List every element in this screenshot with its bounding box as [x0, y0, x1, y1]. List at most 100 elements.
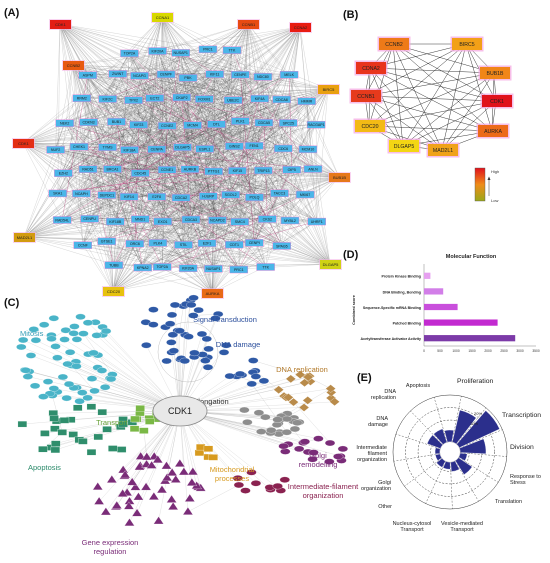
hub-node: CDK1: [49, 19, 72, 30]
edge: [162, 193, 306, 267]
edge: [117, 73, 157, 149]
gene-node-box: [225, 240, 244, 249]
edge: [157, 50, 193, 125]
gene-node-label: CDCA8: [276, 98, 288, 102]
gene-node-label: KIF23: [134, 123, 144, 127]
gene-node: [135, 405, 145, 412]
edge: [289, 74, 307, 101]
gene-node: [68, 431, 78, 438]
gene-node: [166, 468, 178, 476]
category-label: Elongation: [193, 397, 228, 406]
gene-node-box: [244, 142, 264, 150]
edge: [64, 122, 214, 172]
gene-node: KIF4A: [250, 94, 269, 103]
panel-b-legend: High Low: [474, 167, 499, 203]
edge: [213, 170, 317, 222]
edge: [106, 74, 241, 241]
panel-b-label: (B): [343, 9, 359, 21]
edge: [187, 77, 255, 146]
hub-node-box: [320, 260, 341, 269]
gene-node: CDCA2: [171, 193, 191, 202]
gene-node: [182, 506, 194, 515]
gene-node-box: [153, 263, 172, 271]
gene-node-box: [204, 264, 223, 273]
gene-node-box: [197, 239, 217, 247]
gene-node: SGOL2: [221, 191, 240, 199]
gene-node-label: TUBB: [109, 263, 119, 267]
gene-node-label: TOP2A: [124, 52, 136, 56]
edge: [204, 76, 264, 149]
gene-node: RACGAP1: [306, 120, 326, 129]
gene-node-label: DTL: [213, 123, 220, 127]
edge: [180, 52, 208, 243]
hub-node-label: CDNA2: [362, 66, 380, 72]
hub-node-box: [50, 20, 71, 29]
gene-node: PLK4: [148, 239, 168, 247]
edge: [180, 52, 238, 171]
gene-node: [167, 501, 179, 510]
edge: [129, 52, 193, 125]
edge: [368, 125, 493, 132]
hub-node-label: CDK1: [490, 99, 504, 105]
gene-node: [246, 469, 257, 476]
gene-node-box: [108, 70, 127, 78]
edge: [283, 88, 329, 149]
gene-node: [273, 385, 284, 394]
gene-node-box: [205, 70, 224, 78]
gene-node: UHRF1: [307, 217, 326, 226]
edge: [204, 74, 290, 149]
gene-node-label: MKI67: [300, 193, 310, 197]
gene-node: [324, 439, 336, 447]
gene-node: [299, 438, 310, 445]
gene-node: MCM10: [298, 145, 318, 154]
gene-node: [105, 375, 117, 383]
gene-node: [148, 321, 159, 328]
gene-node-label: TTK: [262, 265, 269, 269]
gene-node: [202, 364, 214, 371]
gene-node: CDCA3: [181, 215, 201, 224]
edge: [167, 125, 192, 220]
gene-node: [28, 326, 39, 333]
gene-node: E2F1: [197, 239, 217, 247]
gene-node-label: KIF20A: [182, 267, 195, 271]
panel-c-category-labels: Mitosis Signal transduction DNA damage DNA …: [20, 315, 359, 556]
edge: [167, 169, 282, 246]
edge: [138, 74, 290, 125]
category-label-golgi-2: remodelling: [299, 460, 338, 469]
edge: [112, 268, 239, 292]
gene-node-box: [147, 192, 166, 201]
gene-node-box: [55, 119, 74, 127]
gene-node-label: SGOL2: [225, 193, 237, 197]
gene-node: ORC6: [125, 240, 145, 248]
gene-node: [62, 360, 73, 368]
gene-node: [179, 357, 190, 365]
edge: [59, 23, 290, 75]
gene-node: NEK2: [55, 119, 74, 127]
edge: [211, 168, 314, 294]
gene-node-label: ASPM: [83, 74, 93, 78]
gene-node: [78, 438, 88, 445]
edge: [206, 49, 233, 243]
gene-node-label: RAD51: [82, 167, 94, 171]
gene-node: [131, 508, 143, 517]
edge: [81, 74, 88, 194]
gene-node-box: [156, 70, 176, 79]
edge: [62, 146, 108, 220]
edge: [368, 72, 495, 127]
gene-node-label: CENPI: [249, 241, 260, 245]
gene-node-box: [274, 144, 293, 153]
gene-node-label: CDCA5: [258, 121, 270, 125]
edge: [59, 23, 260, 99]
edge: [187, 77, 340, 178]
hub-node: CDC20: [102, 286, 125, 297]
edge: [87, 74, 114, 265]
edge: [179, 410, 281, 491]
edge: [87, 73, 215, 169]
edge: [81, 97, 209, 196]
edge: [214, 73, 309, 149]
gene-node: [288, 397, 299, 407]
polar-bar: [455, 457, 473, 475]
hub-node-box: [202, 289, 223, 298]
gene-node: [48, 315, 59, 322]
hub-node-label: BIRC5: [323, 87, 336, 92]
